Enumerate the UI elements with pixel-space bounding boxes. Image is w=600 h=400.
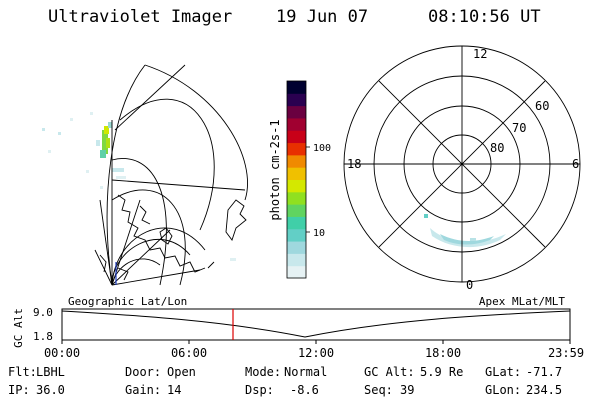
glat-value: -71.7 — [526, 365, 562, 379]
colorbar-title: photon cm-2s-1 — [268, 119, 282, 220]
timeline-axis-title: GC Alt — [12, 308, 25, 348]
colorbar-segment — [287, 93, 306, 107]
colorbar-segment — [287, 228, 306, 242]
apex-label: Apex MLat/MLT — [479, 295, 565, 308]
colorbar-segment — [287, 117, 306, 131]
timeline-xtick-0000: 00:00 — [44, 346, 80, 360]
colorbar-segment — [287, 179, 306, 193]
timeline-ytick-1-8: 1.8 — [33, 330, 53, 343]
glon-value: 234.5 — [526, 383, 562, 397]
ip-value: 36.0 — [36, 383, 65, 397]
mode-value: Normal — [284, 365, 327, 379]
lat-label-80: 80 — [490, 141, 504, 155]
door-key: Door: — [125, 365, 161, 379]
dsp-key: Dsp: — [245, 383, 274, 397]
geographic-label: Geographic Lat/Lon — [68, 295, 187, 308]
colorbar-segment — [287, 130, 306, 144]
auroral-emission-geo — [42, 112, 236, 261]
gain-key: Gain: — [125, 383, 161, 397]
geographic-map — [42, 64, 248, 286]
colorbar-segment — [287, 142, 306, 156]
colorbar-segment — [287, 253, 306, 267]
gcalt-value: 5.9 Re — [420, 365, 463, 379]
image-date: 19 Jun 07 — [276, 7, 369, 27]
info-panel: Flt: LBHL Door: Open Mode: Normal GC Alt… — [8, 365, 562, 397]
image-time: 08:10:56 UT — [428, 7, 541, 27]
colorbar-segment — [287, 105, 306, 119]
mlt-label-12: 12 — [473, 47, 487, 61]
timeline-plot — [61, 308, 571, 344]
timeline-xtick-1800: 18:00 — [425, 346, 461, 360]
colorbar-segment — [287, 265, 306, 279]
timeline-ytick-9: 9.0 — [33, 306, 53, 319]
colorbar-tick-10: 10 — [313, 228, 325, 239]
seq-key: Seq: — [364, 383, 393, 397]
timeline-xtick-1200: 12:00 — [298, 346, 334, 360]
colorbar-segment — [287, 154, 306, 168]
gain-value: 14 — [167, 383, 181, 397]
colorbar-segment — [287, 204, 306, 217]
ip-key: IP: — [8, 383, 30, 397]
auroral-emission-polar — [424, 214, 506, 248]
image-title: Ultraviolet Imager — [48, 7, 233, 27]
flt-key: Flt: — [8, 365, 37, 379]
mode-key: Mode: — [245, 365, 281, 379]
polar-plot — [343, 45, 581, 283]
door-value: Open — [167, 365, 196, 379]
colorbar-segment — [287, 191, 306, 205]
colorbar-segment — [287, 81, 306, 94]
seq-value: 39 — [400, 383, 414, 397]
gcalt-key: GC Alt: — [364, 365, 415, 379]
colorbar-frame — [286, 80, 307, 279]
mlt-label-6: 6 — [572, 157, 579, 171]
dsp-value: -8.6 — [290, 383, 319, 397]
colorbar-tick-100: 100 — [313, 143, 331, 154]
colorbar-segment — [287, 241, 306, 254]
lat-label-60: 60 — [535, 99, 549, 113]
flt-value: LBHL — [36, 365, 65, 379]
glat-key: GLat: — [485, 365, 521, 379]
colorbar — [286, 80, 307, 279]
colorbar-ticks — [306, 146, 310, 233]
mlt-label-18: 18 — [347, 157, 361, 171]
mlt-label-0: 0 — [466, 278, 473, 292]
timeline-xtick-2359: 23:59 — [548, 346, 584, 360]
timeline-xtick-0600: 06:00 — [171, 346, 207, 360]
colorbar-segment — [287, 216, 306, 230]
colorbar-segment — [287, 167, 306, 180]
glon-key: GLon: — [485, 383, 521, 397]
lat-label-70: 70 — [512, 121, 526, 135]
